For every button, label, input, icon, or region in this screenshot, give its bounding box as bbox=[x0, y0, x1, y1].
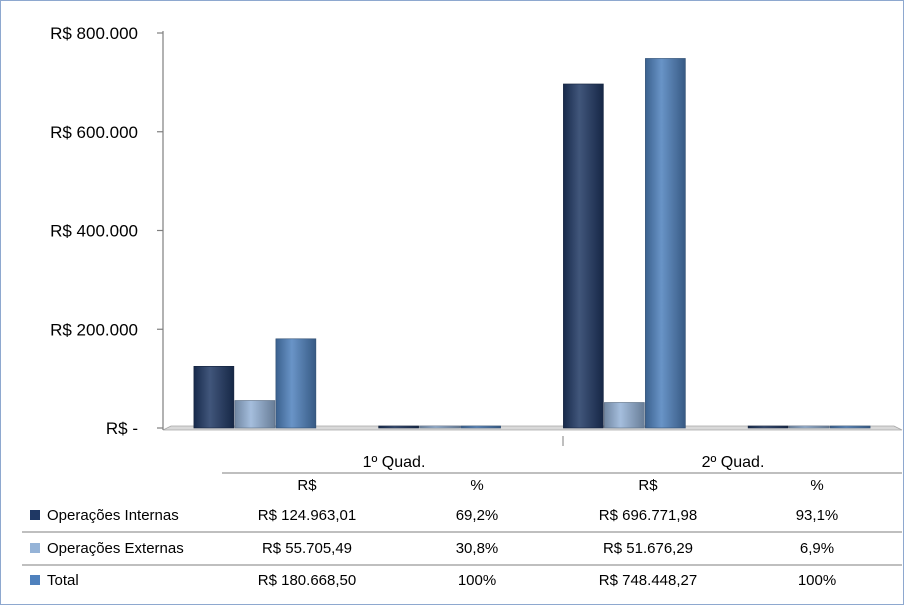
bar bbox=[275, 338, 317, 429]
table-cell: 69,2% bbox=[456, 507, 499, 524]
table-cell: R$ 124.963,01 bbox=[258, 507, 356, 524]
y-tick-label: R$ 400.000 bbox=[50, 222, 138, 241]
y-tick-label: R$ - bbox=[106, 419, 138, 438]
table-cell: 30,8% bbox=[456, 540, 499, 557]
bar bbox=[747, 425, 789, 429]
bar bbox=[193, 365, 235, 429]
bar bbox=[645, 58, 686, 429]
legend-swatch bbox=[30, 510, 40, 520]
column-header: % bbox=[470, 477, 483, 494]
column-header: R$ bbox=[297, 477, 317, 494]
table-cell: 6,9% bbox=[800, 540, 834, 557]
table-cell: R$ 55.705,49 bbox=[262, 540, 352, 557]
legend-label: Operações Internas bbox=[47, 507, 179, 524]
table-cell: R$ 180.668,50 bbox=[258, 572, 356, 589]
y-tick-label: R$ 600.000 bbox=[50, 123, 138, 142]
bar bbox=[234, 400, 276, 429]
legend-label: Total bbox=[47, 572, 79, 589]
table-cell: 100% bbox=[798, 572, 836, 589]
legend-label: Operações Externas bbox=[47, 540, 184, 557]
bar bbox=[604, 402, 645, 429]
y-tick-label: R$ 800.000 bbox=[50, 24, 138, 43]
table-cell: R$ 696.771,98 bbox=[599, 507, 697, 524]
bar bbox=[829, 425, 871, 429]
category-label: 1º Quad. bbox=[363, 454, 426, 471]
column-header: R$ bbox=[638, 477, 658, 494]
table-cell: 93,1% bbox=[796, 507, 839, 524]
bar bbox=[788, 425, 830, 429]
table-cell: R$ 748.448,27 bbox=[599, 572, 697, 589]
legend-swatch bbox=[30, 575, 40, 585]
table-cell: R$ 51.676,29 bbox=[603, 540, 693, 557]
column-header: % bbox=[810, 477, 823, 494]
bar bbox=[563, 83, 604, 429]
y-tick-label: R$ 200.000 bbox=[50, 320, 138, 339]
category-label: 2º Quad. bbox=[702, 454, 765, 471]
table-cell: 100% bbox=[458, 572, 496, 589]
bar bbox=[419, 425, 460, 429]
floor bbox=[162, 425, 903, 431]
legend-swatch bbox=[30, 543, 40, 553]
bar bbox=[378, 425, 419, 429]
bar bbox=[460, 425, 501, 429]
